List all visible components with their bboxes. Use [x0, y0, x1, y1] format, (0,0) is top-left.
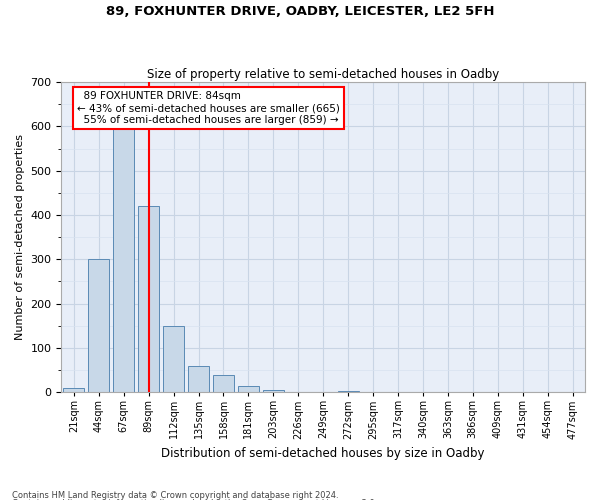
Text: 89 FOXHUNTER DRIVE: 84sqm  
← 43% of semi-detached houses are smaller (665)
  55: 89 FOXHUNTER DRIVE: 84sqm ← 43% of semi-… — [77, 92, 340, 124]
Bar — [138, 206, 159, 392]
Bar — [238, 386, 259, 392]
Y-axis label: Number of semi-detached properties: Number of semi-detached properties — [15, 134, 25, 340]
Title: Size of property relative to semi-detached houses in Oadby: Size of property relative to semi-detach… — [147, 68, 499, 81]
Text: Contains public sector information licensed under the Open Government Licence v3: Contains public sector information licen… — [12, 499, 377, 500]
Bar — [213, 374, 234, 392]
Bar — [163, 326, 184, 392]
Bar — [188, 366, 209, 392]
Text: Contains HM Land Registry data © Crown copyright and database right 2024.: Contains HM Land Registry data © Crown c… — [12, 490, 338, 500]
X-axis label: Distribution of semi-detached houses by size in Oadby: Distribution of semi-detached houses by … — [161, 447, 485, 460]
Bar — [263, 390, 284, 392]
Bar — [113, 108, 134, 392]
Text: 89, FOXHUNTER DRIVE, OADBY, LEICESTER, LE2 5FH: 89, FOXHUNTER DRIVE, OADBY, LEICESTER, L… — [106, 5, 494, 18]
Bar — [88, 260, 109, 392]
Bar — [63, 388, 85, 392]
